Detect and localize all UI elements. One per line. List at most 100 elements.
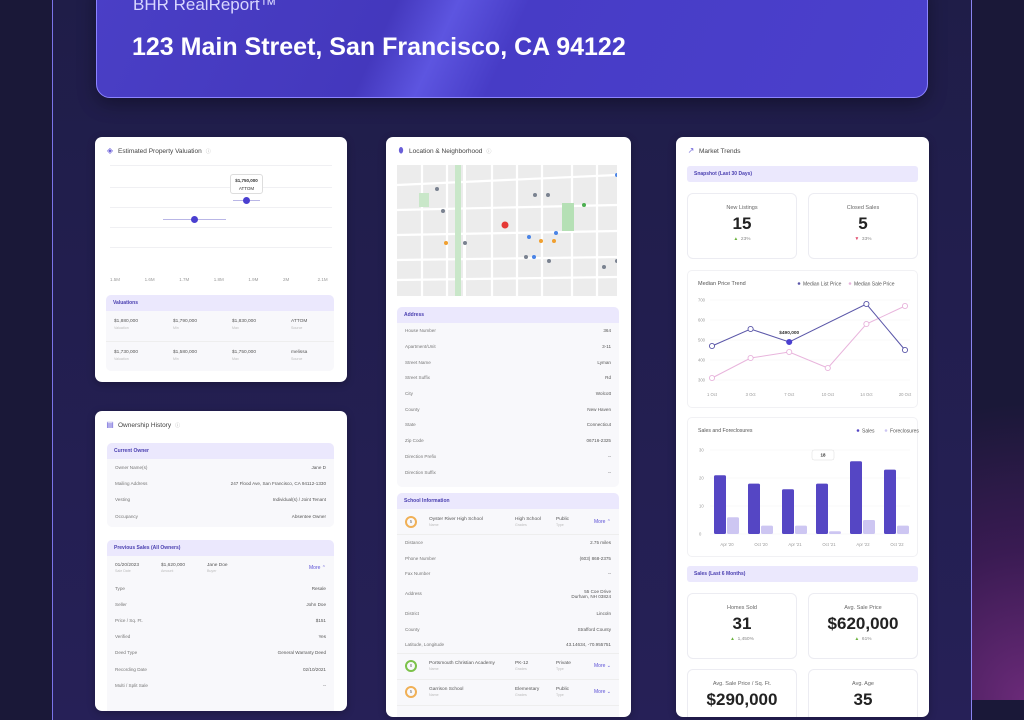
section-title: Valuations (106, 295, 334, 311)
row-label: Street Suffix (405, 375, 430, 381)
value: Individual(s) / Joint Tenant (272, 497, 326, 503)
current-owner-section: Current Owner Owner Name(s) Jane D Mailing… (107, 443, 334, 527)
chart-title: Median Price Trend (698, 281, 746, 287)
more-button[interactable]: More ⌄ (594, 689, 611, 696)
detail-row: County New Haven (397, 401, 619, 417)
legend-label: Median List Price (803, 282, 842, 288)
section-title: Current Owner (107, 443, 334, 459)
change-value: 33% (861, 237, 872, 242)
data-point (863, 300, 870, 308)
label: Grades (515, 693, 527, 698)
value: ATTOM (291, 319, 308, 324)
row-label: Fax Number (405, 571, 431, 577)
value: 06716-2325 (586, 438, 611, 444)
row-value: 06716-2325 (586, 438, 611, 443)
more-button[interactable]: More ⌃ (309, 565, 326, 571)
section-title: School Information (397, 493, 619, 509)
school-row[interactable]: 5 Garrison School Name Elementary Grades P… (397, 680, 619, 706)
bar-sales (816, 483, 828, 534)
row-label: Phone Number (405, 555, 436, 561)
x-tick: 14 Oct (860, 392, 873, 397)
y-tick: 10 (699, 504, 704, 509)
detail-row: County Strafford County (397, 621, 619, 637)
valuation-point[interactable] (191, 215, 199, 223)
school-grades: Elementary (515, 687, 540, 693)
row-value: Lyman (597, 360, 611, 365)
snapshot-header: Snapshot (Last 30 Days) (687, 166, 918, 182)
detail-row: State Connecticut (397, 417, 619, 433)
valuation-valuation: $1,730,000 Valuation (114, 350, 138, 361)
bar-foreclosures (795, 525, 807, 534)
sales-header: Sales (Last 6 Months) (687, 566, 918, 582)
detail-row: Price / Sq. Ft. $151 (107, 612, 334, 628)
x-tick: 1 Oct (707, 392, 718, 397)
school-name: Portsmouth Christian Academy (429, 661, 495, 667)
detail-row: Owner Name(s) Jane D (107, 459, 334, 475)
stat-value: 5 (858, 214, 868, 233)
x-tick: 10 Oct (822, 392, 835, 397)
row-label: Owner Name(s) (115, 464, 148, 470)
stat-value: 35 (853, 690, 873, 709)
map-streets (397, 165, 617, 296)
market-trends-card: ↗ Market Trends Snapshot (Last 30 Days) N… (676, 137, 929, 717)
valuation-min: $1,580,000 Min (173, 350, 197, 361)
valuation-point[interactable] (242, 196, 250, 204)
value: -- (607, 469, 611, 475)
school-row[interactable]: 5 Oyster River High School Name High Scho… (397, 509, 619, 535)
detail-row: Vesting Individual(s) / Joint Tenant (107, 492, 334, 508)
label: Type (556, 522, 564, 527)
stat-value: 15 (732, 214, 752, 233)
row-label: Seller (115, 601, 127, 607)
info-icon[interactable]: ⓘ (175, 422, 181, 429)
row-value: 247 Flood Ave, San Francisco, CA 94112-1… (231, 481, 326, 486)
row-label: Distance (405, 540, 423, 546)
row-label: Address (405, 591, 422, 597)
label: Grades (515, 667, 527, 672)
label: Name (429, 667, 439, 672)
valuation-row: $1,730,000 Valuation $1,580,000 Min $1,750,0… (106, 341, 334, 371)
row-value: -- (608, 470, 611, 475)
neighborhood-map[interactable] (397, 165, 617, 296)
value: Yes (318, 634, 327, 640)
data-point (901, 302, 909, 310)
row-value: New Haven (587, 407, 611, 412)
row-label: Apartment/Unit (405, 344, 436, 350)
value: $151 (315, 617, 326, 623)
value: 55 Coe Drive (584, 588, 611, 594)
detail-row: Fax Number -- (397, 566, 619, 582)
info-icon[interactable]: ⓘ (486, 148, 492, 155)
bar-sales (850, 461, 862, 534)
tooltip-value: $1,750,000 (235, 178, 258, 183)
value: (603) 868-2375 (579, 555, 611, 561)
stat-card: New Listings 15 ▲ 23% (687, 193, 797, 259)
value: -- (322, 682, 326, 688)
arrow-down-icon: ▼ (854, 237, 860, 242)
label: Max (232, 326, 239, 330)
sales-foreclosures-panel: Sales and Foreclosures Sales Foreclosures 0… (687, 417, 919, 557)
bar-foreclosures (829, 531, 841, 534)
tooltip-value: $490,000 (779, 330, 799, 336)
value: $1,880,000 (114, 319, 139, 324)
value: Connecticut (586, 422, 611, 428)
change-value: 1,450% (737, 637, 754, 642)
row-value: 2.75 miles (590, 540, 611, 545)
info-icon[interactable]: ⓘ (205, 148, 211, 155)
property-address: 123 Main Street, San Francisco, CA 94122 (132, 33, 626, 61)
row-label: Direction Suffix (405, 469, 436, 475)
label: Valuation (114, 357, 129, 361)
address-section: Address House Number 364 Apartment/Unit 3-1… (397, 307, 619, 487)
row-value: John Doe (306, 602, 326, 607)
value: Lyman (597, 359, 611, 365)
more-button[interactable]: More ⌃ (594, 518, 611, 525)
value: 43.14634, -70.955751 (566, 642, 611, 648)
x-tick: Apr '22 (856, 542, 870, 547)
row-value: 55 Coe Drive Durham, NH 03824 (571, 589, 611, 599)
label: Type (556, 667, 564, 672)
value-line2: Durham, NH 03824 (571, 593, 611, 599)
school-type: Public (556, 687, 570, 693)
school-row[interactable]: 8 Portsmouth Christian Academy Name PK-12… (397, 654, 619, 680)
x-tick: Oct '22 (890, 542, 904, 547)
detail-row: Distance 2.75 miles (397, 535, 619, 551)
more-button[interactable]: More ⌄ (594, 663, 611, 670)
valuation-source: melissa Source (291, 350, 307, 361)
